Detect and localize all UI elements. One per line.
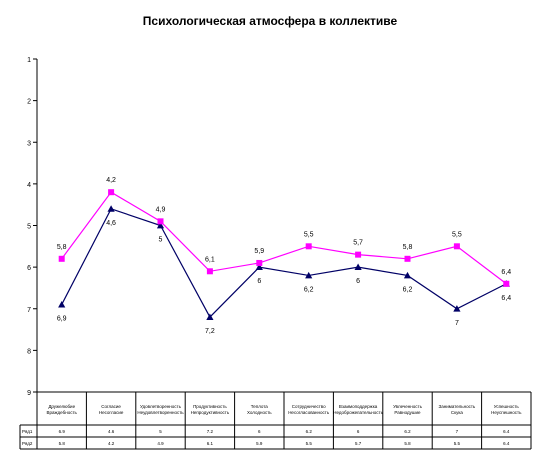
series-line (61, 208, 507, 319)
data-label: 5 (159, 237, 163, 244)
table-cell: 4.2 (108, 441, 115, 446)
data-point (157, 218, 164, 225)
table-cell: 6.9 (59, 429, 66, 434)
x-tick-label: Удовлетворенность (140, 404, 182, 409)
data-point (256, 259, 263, 266)
x-tick-label: Увлеченность (393, 404, 423, 409)
data-point (503, 280, 510, 287)
table-cell: 5.8 (404, 441, 411, 446)
data-point (305, 271, 313, 279)
data-point (206, 268, 213, 275)
y-tick-label: 3 (27, 140, 31, 147)
y-tick-label: 6 (27, 265, 31, 272)
table-cell: 5.5 (306, 441, 313, 446)
x-tick-label: Несогласованность (288, 410, 330, 415)
data-label: 6,9 (57, 316, 67, 323)
data-point (255, 263, 263, 271)
data-point (58, 255, 65, 262)
x-tick-label: Враждебность (47, 410, 78, 415)
x-tick-label: Неуспешность (491, 410, 522, 415)
x-tick-label: Недоброжелательность (333, 410, 383, 415)
data-point (206, 313, 214, 320)
data-point (453, 243, 460, 250)
data-point (404, 255, 411, 262)
x-tick-label: Теплота (251, 404, 269, 409)
data-label: 5,8 (57, 244, 67, 251)
data-point (453, 305, 461, 312)
data-point (403, 271, 412, 279)
data-label: 5,8 (403, 244, 413, 251)
table-cell: 7 (456, 429, 459, 434)
y-tick-label: 9 (27, 390, 31, 397)
x-tick-label: Взаимоподдержка (339, 404, 378, 409)
table-cell: 5.8 (59, 441, 66, 446)
table-series-name: Ряд1 (22, 429, 33, 434)
data-point (156, 221, 165, 229)
data-point (305, 243, 312, 250)
y-tick-label: 8 (27, 348, 31, 355)
table-cell: 5 (159, 429, 162, 434)
x-tick-label: Холодность (247, 410, 272, 415)
y-tick-label: 4 (27, 182, 31, 189)
table-cell: 6.1 (207, 441, 214, 446)
x-tick-label: Равнодушие (394, 410, 421, 415)
y-tick-label: 2 (27, 99, 31, 106)
table-series-name: Ряд2 (22, 441, 33, 446)
table-cell: 7.2 (207, 429, 214, 434)
data-label: 5,7 (353, 240, 363, 247)
data-point (108, 189, 115, 196)
data-label: 6,2 (403, 286, 413, 293)
x-tick-label: Успешность (494, 404, 520, 409)
table-cell: 5.7 (355, 441, 362, 446)
data-label: 6 (356, 278, 360, 285)
data-label: 7 (455, 320, 459, 327)
data-label: 4,6 (106, 220, 116, 227)
x-tick-label: Согласие (101, 404, 121, 409)
data-label: 6,4 (501, 269, 511, 276)
data-label: 5,9 (254, 248, 264, 255)
chart-title: Психологическая атмосфера в коллективе (142, 14, 398, 28)
data-point (107, 205, 115, 212)
table-cell: 4.6 (108, 429, 115, 434)
x-tick-label: Дружелюбие (48, 404, 75, 409)
data-label: 4,2 (106, 177, 116, 184)
data-label: 6 (257, 278, 261, 285)
table-cell: 6 (258, 429, 261, 434)
x-tick-label: Занимательность (439, 404, 476, 409)
x-tick-label: Скука (451, 410, 464, 415)
table-cell: 5.5 (454, 441, 461, 446)
x-tick-label: Сотрудничество (292, 404, 326, 409)
data-label: 5,5 (304, 231, 314, 238)
x-tick-label: Неудовлетворенность (137, 410, 184, 415)
y-tick-label: 1 (27, 57, 31, 64)
series-line (61, 191, 507, 285)
table-cell: 4.9 (157, 441, 164, 446)
y-tick-label: 7 (27, 307, 31, 314)
data-label: 7,2 (205, 328, 215, 335)
data-label: 5,5 (452, 231, 462, 238)
data-label: 6,2 (304, 286, 314, 293)
table-cell: 6 (357, 429, 360, 434)
data-label: 4,9 (156, 206, 166, 213)
data-point (355, 251, 362, 258)
x-tick-label: Непродуктивность (191, 410, 230, 415)
x-tick-label: Несогласие (99, 410, 124, 415)
data-point (354, 263, 362, 271)
data-label: 6,1 (205, 256, 215, 263)
data-label: 6,4 (501, 295, 511, 302)
table-cell: 6.2 (404, 429, 411, 434)
table-cell: 6.4 (503, 429, 510, 434)
table-cell: 6.4 (503, 441, 510, 446)
y-tick-label: 5 (27, 224, 31, 231)
table-cell: 6.2 (306, 429, 313, 434)
x-tick-label: Продуктивность (193, 404, 227, 409)
table-cell: 5.9 (256, 441, 263, 446)
data-point (58, 300, 66, 308)
